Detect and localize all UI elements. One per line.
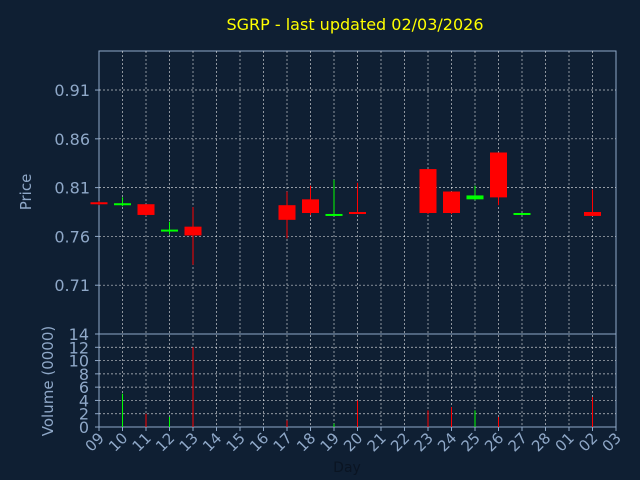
y-axis-label-volume: Volume (0000) [39, 326, 57, 436]
x-tick-label: 28 [528, 429, 554, 455]
x-tick-label: 25 [458, 429, 484, 455]
grid-lines [99, 51, 616, 427]
x-tick-label: 26 [481, 429, 507, 455]
x-tick-label: 11 [129, 429, 155, 455]
volume-tick-label: 6 [79, 378, 89, 397]
chart-title: SGRP - last updated 02/03/2026 [226, 15, 483, 34]
x-tick-label: 15 [223, 429, 249, 455]
price-tick-label: 0.91 [54, 81, 90, 100]
price-tick-label: 0.76 [54, 227, 90, 246]
x-tick-label: 12 [152, 429, 178, 455]
candle-body [466, 195, 484, 200]
candle-body [443, 191, 460, 213]
candle-body [278, 205, 296, 220]
x-tick-label: 24 [434, 429, 460, 455]
candles-group [90, 152, 601, 265]
x-tick-label: 19 [317, 429, 343, 455]
candle-body [513, 212, 531, 215]
x-tick-label: 20 [340, 429, 366, 455]
candle-body [325, 213, 343, 216]
candle-body [584, 212, 601, 216]
price-tick-label: 0.86 [54, 130, 90, 149]
x-tick-label: 14 [199, 429, 225, 455]
volume-tick-label: 14 [69, 325, 89, 344]
volume-tick-label: 10 [69, 352, 89, 371]
candle-body [114, 203, 131, 206]
x-tick-label: 13 [176, 429, 202, 455]
candle-body [137, 204, 155, 215]
candle-body [90, 202, 108, 205]
x-tick-label: 02 [575, 429, 601, 455]
candle-body [349, 212, 366, 215]
x-tick-label: 22 [387, 429, 413, 455]
x-tick-label: 03 [599, 429, 625, 455]
volume-tick-label: 12 [69, 338, 89, 357]
candle-body [184, 226, 202, 236]
x-tick-label: 21 [364, 429, 390, 455]
candle-body [161, 229, 178, 232]
x-tick-label: 01 [552, 429, 578, 455]
x-tick-label: 23 [411, 429, 437, 455]
volume-tick-label: 4 [79, 391, 89, 410]
volume-tick-label: 2 [79, 405, 89, 424]
x-tick-label: 10 [105, 429, 131, 455]
volume-bars-group [122, 347, 593, 427]
price-tick-labels: 0.91 0.86 0.81 0.76 0.71 [54, 81, 99, 295]
volume-tick-label: 8 [79, 365, 89, 384]
candle-body [490, 152, 507, 198]
price-tick-label: 0.81 [54, 179, 90, 198]
x-axis-label: Day [333, 460, 361, 476]
price-tick-label: 0.71 [54, 276, 90, 295]
volume-tick-label: 0 [79, 418, 89, 437]
candle-body [302, 199, 319, 213]
y-axis-label-price: Price [17, 174, 35, 211]
x-tick-labels: 0910111213141516171819202122232425262728… [82, 427, 625, 455]
x-tick-label: 16 [246, 429, 272, 455]
x-tick-label: 27 [505, 429, 531, 455]
candle-body [419, 169, 437, 213]
x-tick-label: 17 [270, 429, 296, 455]
x-tick-label: 18 [293, 429, 319, 455]
